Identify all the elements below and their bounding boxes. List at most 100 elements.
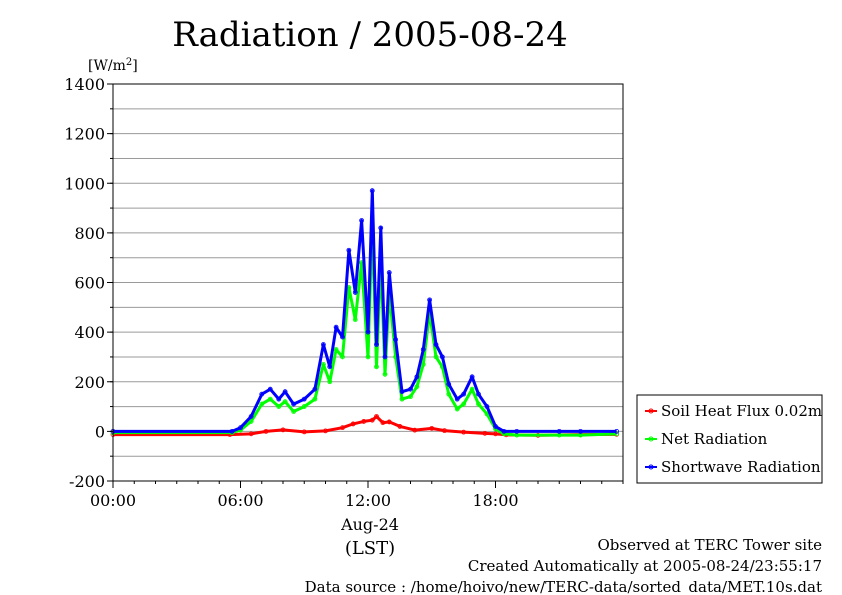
y-axis-unit-base: [W/m: [88, 58, 126, 74]
data-point: [291, 409, 297, 414]
y-tick-label: 1200: [64, 125, 105, 144]
data-point: [374, 342, 379, 347]
y-axis-unit: [W/m2]: [88, 57, 138, 74]
legend-label: Shortwave Radiation: [661, 458, 821, 476]
data-point: [301, 429, 307, 435]
data-point: [365, 354, 371, 360]
data-point: [312, 386, 318, 392]
data-point: [378, 225, 384, 231]
data-point: [312, 396, 318, 402]
x-tick-label: 00:00: [90, 491, 136, 510]
legend-marker: [648, 408, 654, 414]
x-tick-label: 06:00: [217, 491, 263, 510]
data-point: [320, 361, 326, 367]
data-point: [461, 401, 467, 407]
data-point: [461, 391, 467, 397]
data-point: [469, 374, 475, 380]
data-point: [386, 270, 392, 275]
data-point: [476, 391, 481, 397]
data-point: [320, 342, 326, 347]
data-point: [323, 428, 328, 434]
legend-label: Net Radiation: [661, 430, 768, 448]
data-point: [340, 354, 345, 360]
legend-marker: [648, 464, 654, 470]
data-point: [433, 342, 439, 347]
data-point: [238, 425, 243, 431]
data-point: [386, 419, 392, 425]
y-tick-label: 600: [74, 274, 105, 293]
data-point: [454, 396, 460, 402]
data-point: [359, 218, 365, 223]
data-point: [340, 425, 345, 431]
y-axis-unit-sup: 2: [126, 57, 132, 68]
data-point: [501, 428, 507, 434]
y-tick-label: 1000: [64, 174, 105, 193]
data-point: [352, 317, 358, 323]
data-point: [369, 417, 375, 423]
data-point: [408, 394, 413, 400]
data-point: [365, 329, 371, 335]
data-point: [267, 396, 273, 402]
data-point: [578, 428, 583, 434]
data-point: [282, 399, 288, 405]
data-point: [514, 428, 520, 434]
legend-box: [636, 394, 823, 484]
data-point: [476, 401, 481, 407]
data-point: [259, 391, 265, 397]
data-point: [461, 429, 467, 435]
data-point: [493, 431, 498, 437]
data-point: [484, 404, 490, 409]
data-point: [399, 396, 405, 402]
data-point: [427, 297, 433, 303]
data-point: [382, 354, 388, 360]
data-point: [493, 424, 498, 429]
data-point: [280, 427, 286, 433]
data-point: [482, 430, 488, 436]
series-layer: [110, 188, 620, 438]
data-point: [369, 188, 375, 194]
data-point: [229, 428, 235, 434]
data-point: [399, 389, 405, 395]
data-point: [469, 386, 475, 392]
y-tick-label: 0: [95, 422, 105, 441]
data-point: [327, 364, 333, 370]
data-point: [333, 324, 339, 330]
data-point: [614, 431, 620, 437]
data-point: [248, 419, 254, 424]
axis-ticks: -200 0 200 400 600 800 1000 1200 1400 00:00 06:00 1…: [64, 75, 624, 510]
footer-source: Data source : /home/hoivo/new/TERC-data/…: [305, 578, 822, 595]
chart-title: Radiation / 2005-08-24: [172, 15, 568, 55]
series-line-0: [113, 415, 617, 437]
data-point: [259, 401, 265, 407]
legend-marker: [648, 436, 654, 442]
data-point: [352, 290, 358, 295]
data-point: [412, 427, 418, 433]
data-point: [454, 406, 460, 412]
data-point: [361, 419, 367, 424]
data-point: [408, 386, 413, 392]
data-point: [301, 396, 307, 402]
y-tick-label: -200: [69, 472, 105, 491]
data-point: [614, 428, 620, 434]
data-point: [393, 337, 399, 342]
series-line-2: [113, 189, 617, 433]
data-point: [248, 431, 254, 437]
data-point: [248, 414, 254, 419]
y-axis-unit-end: ]: [132, 58, 137, 74]
data-point: [282, 389, 288, 395]
grid-lines: [113, 108, 623, 457]
y-tick-label: 1400: [64, 75, 105, 94]
data-point: [340, 334, 345, 340]
data-point: [267, 386, 273, 392]
x-axis-date-label: Aug-24: [340, 515, 399, 534]
data-point: [276, 404, 282, 409]
data-point: [433, 354, 439, 360]
x-axis-tz-label: (LST): [345, 538, 395, 559]
y-tick-label: 800: [74, 224, 105, 243]
data-point: [446, 391, 452, 397]
data-point: [333, 347, 339, 352]
data-point: [382, 371, 388, 377]
data-point: [414, 374, 420, 380]
data-point: [380, 420, 386, 426]
